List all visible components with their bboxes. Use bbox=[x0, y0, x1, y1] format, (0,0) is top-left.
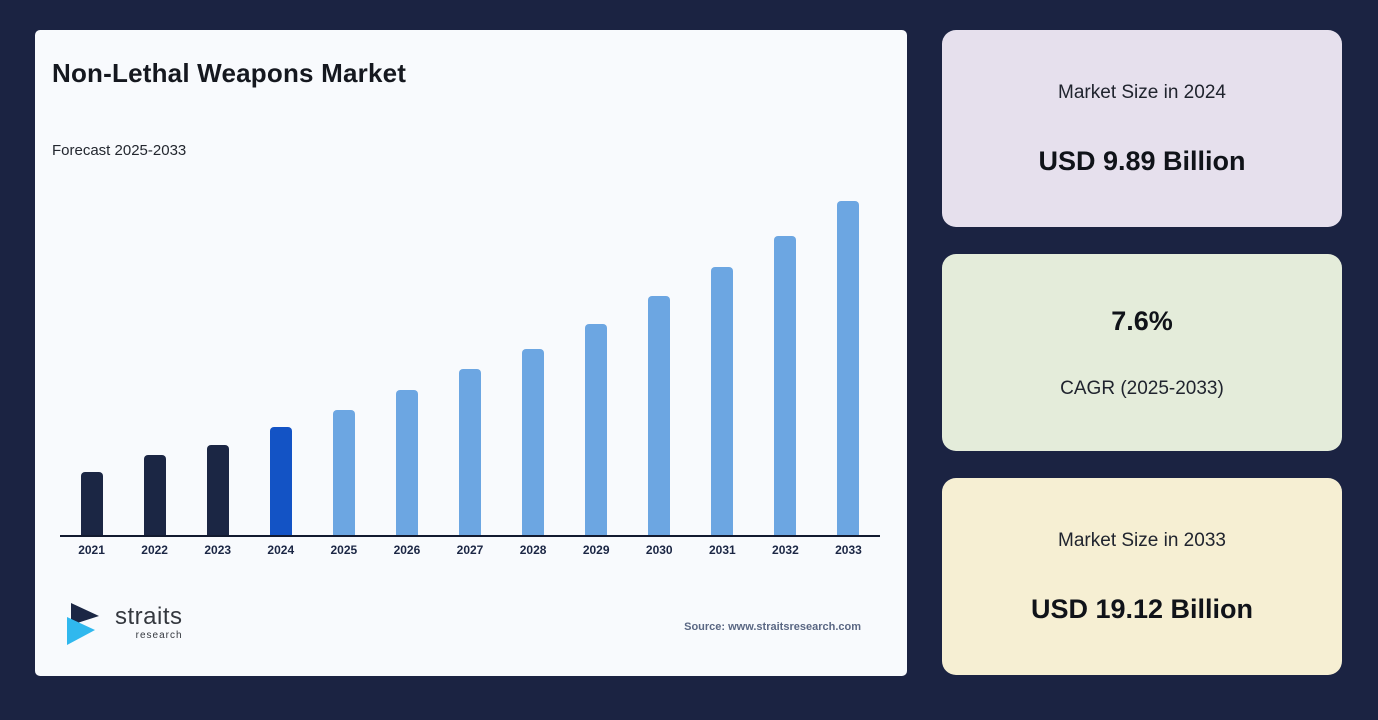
market-size-2033-value: USD 19.12 Billion bbox=[1030, 593, 1254, 624]
bar-slot bbox=[817, 201, 880, 535]
bar-slot bbox=[754, 236, 817, 535]
x-axis-label-2026: 2026 bbox=[393, 543, 421, 557]
bar-slot bbox=[123, 455, 186, 535]
straits-research-logo: straits research bbox=[65, 601, 183, 652]
chart-card: Non-Lethal Weapons Market Forecast 2025-… bbox=[35, 30, 907, 676]
x-axis-label-2028: 2028 bbox=[519, 543, 547, 557]
market-size-2033-card: Market Size in 2033 USD 19.12 Billion bbox=[942, 478, 1342, 675]
chart-bar-2027 bbox=[459, 369, 481, 535]
chart-bar-2028 bbox=[522, 349, 545, 535]
x-axis-label-2030: 2030 bbox=[645, 543, 673, 557]
x-axis-labels: 2021 2022 2023 2024 2025 2026 2027 2028 2029 2030… bbox=[60, 543, 880, 557]
info-card-column: Market Size in 2024 USD 9.89 Billion 7.6… bbox=[942, 30, 1342, 675]
x-axis-label-2029: 2029 bbox=[582, 543, 610, 557]
chart-subtitle: Forecast 2025-2033 bbox=[52, 142, 187, 159]
chart-bar-2033 bbox=[837, 201, 860, 535]
x-axis-label-2033: 2033 bbox=[835, 543, 862, 557]
bar-slot bbox=[60, 472, 123, 535]
cagr-value: 7.6% bbox=[1111, 305, 1173, 336]
x-axis-label-2023: 2023 bbox=[204, 543, 232, 557]
chart-bar-2023 bbox=[206, 445, 229, 535]
chart-footer: straits research Source: www.straitsrese… bbox=[65, 601, 861, 652]
market-size-2024-card: Market Size in 2024 USD 9.89 Billion bbox=[942, 30, 1342, 227]
chart-bar-2032 bbox=[774, 236, 797, 535]
bar-slot bbox=[691, 267, 754, 535]
chart-bar-2025 bbox=[332, 410, 355, 535]
bar-slot bbox=[375, 390, 438, 535]
chart-title: Non-Lethal Weapons Market bbox=[52, 58, 407, 88]
chart-bar-2029 bbox=[585, 324, 608, 535]
chart-bar-2021 bbox=[80, 472, 103, 535]
bar-slot bbox=[628, 296, 691, 535]
logo-name: straits bbox=[115, 603, 183, 630]
bar-slot bbox=[312, 410, 375, 535]
x-axis-label-2027: 2027 bbox=[456, 543, 484, 557]
market-size-2033-label: Market Size in 2033 bbox=[1058, 529, 1226, 551]
chart-bar-2031 bbox=[711, 267, 734, 535]
logo-subtitle: research bbox=[135, 630, 183, 641]
cagr-label: CAGR (2025-2033) bbox=[1060, 377, 1224, 399]
chart-bar-2024 bbox=[269, 427, 292, 535]
source-text: Source: www.straitsresearch.com bbox=[684, 620, 861, 633]
market-size-2024-label: Market Size in 2024 bbox=[1058, 81, 1226, 103]
logo-text: straits research bbox=[115, 603, 183, 642]
x-axis-label-2022: 2022 bbox=[141, 543, 168, 557]
bar-slot bbox=[565, 324, 628, 535]
bar-slot bbox=[502, 349, 565, 535]
cagr-card: 7.6% CAGR (2025-2033) bbox=[942, 254, 1342, 451]
bar-slot bbox=[186, 445, 249, 535]
chart-bar-2026 bbox=[395, 390, 418, 535]
chart-bar-2022 bbox=[143, 455, 166, 535]
x-axis-label-2032: 2032 bbox=[772, 543, 799, 557]
bar-plot bbox=[60, 175, 880, 537]
chart-bar-2030 bbox=[648, 296, 671, 535]
x-axis-label-2025: 2025 bbox=[330, 543, 358, 557]
bar-slot bbox=[249, 427, 312, 535]
market-size-2024-value: USD 9.89 Billion bbox=[1038, 145, 1246, 176]
logo-chevron-icon bbox=[65, 601, 109, 652]
x-axis-label-2031: 2031 bbox=[708, 543, 736, 557]
x-axis-label-2021: 2021 bbox=[78, 543, 105, 557]
x-axis-label-2024: 2024 bbox=[267, 543, 295, 557]
bar-slot bbox=[438, 369, 501, 535]
